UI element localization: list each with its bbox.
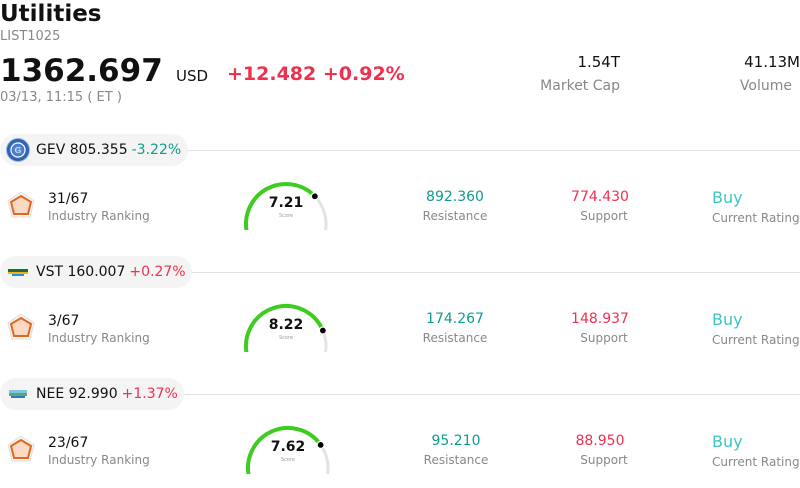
index-price: 1362.697	[0, 53, 163, 89]
market-cap-label: Market Cap	[540, 78, 620, 94]
currency-label: USD	[176, 67, 209, 85]
gauge-fill	[244, 182, 317, 236]
divider	[150, 150, 800, 151]
score-label: Score	[280, 457, 295, 463]
index-change: +12.482 +0.92%	[227, 63, 405, 85]
volume-label: Volume	[739, 78, 792, 94]
current-rating-label: Current Rating	[712, 455, 800, 469]
gauge-fill	[244, 304, 325, 358]
resistance-label: Resistance	[422, 331, 488, 345]
industry-ranking-label: Industry Ranking	[48, 453, 150, 467]
ge-vernova-logo: G	[6, 138, 30, 162]
stock-header: G GEV 805.355 -3.22%	[0, 134, 800, 166]
stock-pill[interactable]: G GEV 805.355 -3.22%	[0, 134, 188, 166]
nextera-logo	[6, 382, 30, 406]
resistance-label: Resistance	[422, 209, 488, 223]
support-value: 88.950	[575, 433, 625, 449]
gauge-fill	[246, 426, 323, 480]
resistance-value: 892.360	[426, 189, 484, 205]
gauge-marker	[310, 192, 319, 201]
stock-symbol-price: GEV 805.355	[36, 142, 128, 158]
index-code: LIST1025	[0, 29, 61, 44]
rating-buy-link[interactable]: Buy	[712, 310, 743, 329]
support-value: 774.430	[571, 189, 629, 205]
score-value: 7.62	[270, 439, 306, 455]
score-value: 7.21	[268, 195, 304, 211]
stock-symbol-price: VST 160.007	[36, 264, 126, 280]
score-gauge	[244, 424, 332, 480]
resistance-value: 95.210	[431, 433, 481, 449]
ranking-radar-icon	[6, 434, 36, 464]
industry-ranking-label: Industry Ranking	[48, 209, 150, 223]
stock-change: +0.27%	[129, 264, 186, 280]
rating-buy-link[interactable]: Buy	[712, 188, 743, 207]
industry-ranking-value: 31/67	[48, 191, 89, 207]
stock-change: -3.22%	[131, 142, 182, 158]
svg-text:G: G	[15, 146, 21, 155]
vistra-logo	[6, 260, 30, 284]
divider	[150, 272, 800, 273]
resistance-value: 174.267	[426, 311, 484, 327]
support-label: Support	[580, 209, 628, 223]
current-rating-label: Current Rating	[712, 333, 800, 347]
market-cap-value: 1.54T	[577, 53, 620, 71]
industry-ranking-value: 3/67	[48, 313, 80, 329]
stock-header: VST 160.007 +0.27%	[0, 256, 800, 288]
rating-buy-link[interactable]: Buy	[712, 432, 743, 451]
stock-symbol-price: NEE 92.990	[36, 386, 118, 402]
stock-pill[interactable]: VST 160.007 +0.27%	[0, 256, 192, 288]
support-label: Support	[580, 453, 628, 467]
gauge-marker	[316, 440, 325, 449]
score-label: Score	[278, 335, 293, 341]
stock-change: +1.37%	[121, 386, 178, 402]
current-rating-label: Current Rating	[712, 211, 800, 225]
stock-header: NEE 92.990 +1.37%	[0, 378, 800, 410]
gauge-marker	[318, 326, 327, 335]
ranking-radar-icon	[6, 312, 36, 342]
ranking-radar-icon	[6, 190, 36, 220]
score-gauge	[242, 180, 330, 236]
stock-pill[interactable]: NEE 92.990 +1.37%	[0, 378, 184, 410]
page-title: Utilities	[0, 1, 102, 27]
resistance-label: Resistance	[423, 453, 489, 467]
index-change-pct: +0.92%	[322, 63, 405, 85]
support-value: 148.937	[571, 311, 629, 327]
volume-value: 41.13M	[744, 53, 800, 71]
industry-ranking-value: 23/67	[48, 435, 89, 451]
divider	[150, 394, 800, 395]
score-label: Score	[278, 213, 293, 219]
score-gauge	[242, 302, 330, 358]
timestamp: 03/13, 11:15 ( ET )	[0, 90, 122, 105]
index-change-abs: +12.482	[227, 63, 317, 85]
industry-ranking-label: Industry Ranking	[48, 331, 150, 345]
support-label: Support	[580, 331, 628, 345]
score-value: 8.22	[268, 317, 304, 333]
